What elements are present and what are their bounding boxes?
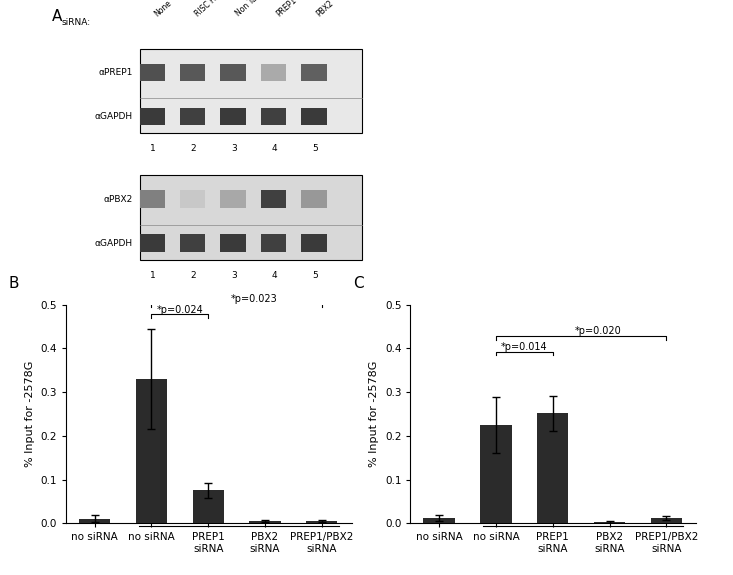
Bar [261,190,287,208]
Text: Non Targeting: Non Targeting [234,0,280,18]
Text: PREP1: PREP1 [274,0,298,18]
Bar [480,425,512,523]
Text: 3: 3 [231,144,237,153]
Bar [537,413,568,523]
Bar [193,490,224,523]
Bar [180,108,205,125]
Text: αGAPDH: αGAPDH [95,112,133,121]
Bar [424,518,454,523]
Text: *p=0.020: *p=0.020 [575,327,622,336]
Text: 1: 1 [150,144,156,153]
Bar [136,379,167,523]
Bar [79,519,110,523]
Bar [301,235,327,252]
Text: *p=0.023: *p=0.023 [230,294,277,304]
Bar [651,518,682,523]
Text: siRNA:: siRNA: [62,18,91,27]
Bar [261,108,287,125]
Bar [261,235,287,252]
Bar [301,190,327,208]
Text: 4: 4 [272,271,277,279]
Bar [221,108,246,125]
Text: C: C [353,277,364,292]
Text: *p=0.014: *p=0.014 [501,342,548,352]
Text: A: A [52,9,62,24]
Text: *p=0.024: *p=0.024 [156,305,203,315]
Bar [139,63,165,80]
Bar [139,235,165,252]
Text: None: None [153,0,174,18]
Text: αPREP1: αPREP1 [98,68,133,76]
Text: 4: 4 [272,144,277,153]
Text: αPBX2: αPBX2 [103,194,133,204]
Y-axis label: % Input for -2578G: % Input for -2578G [369,361,380,467]
Text: B: B [9,277,19,292]
Bar [594,522,625,523]
Text: 5: 5 [312,144,318,153]
Text: RISC Free: RISC Free [194,0,226,18]
Bar [139,48,362,133]
Text: PBX2: PBX2 [315,0,336,18]
Bar [139,175,362,260]
Text: 1: 1 [150,271,156,279]
Bar [180,235,205,252]
Bar [139,190,165,208]
Bar [249,521,281,523]
Bar [221,63,246,80]
Bar [180,190,205,208]
Text: 3: 3 [231,271,237,279]
Bar [221,190,246,208]
Y-axis label: % Input for -2578G: % Input for -2578G [25,361,35,467]
Text: 2: 2 [191,271,196,279]
Bar [261,63,287,80]
Text: αGAPDH: αGAPDH [95,239,133,248]
Bar [301,108,327,125]
Bar [180,63,205,80]
Bar [139,108,165,125]
Bar [306,521,337,523]
Bar [221,235,246,252]
Bar [301,63,327,80]
Text: 5: 5 [312,271,318,279]
Text: 2: 2 [191,144,196,153]
